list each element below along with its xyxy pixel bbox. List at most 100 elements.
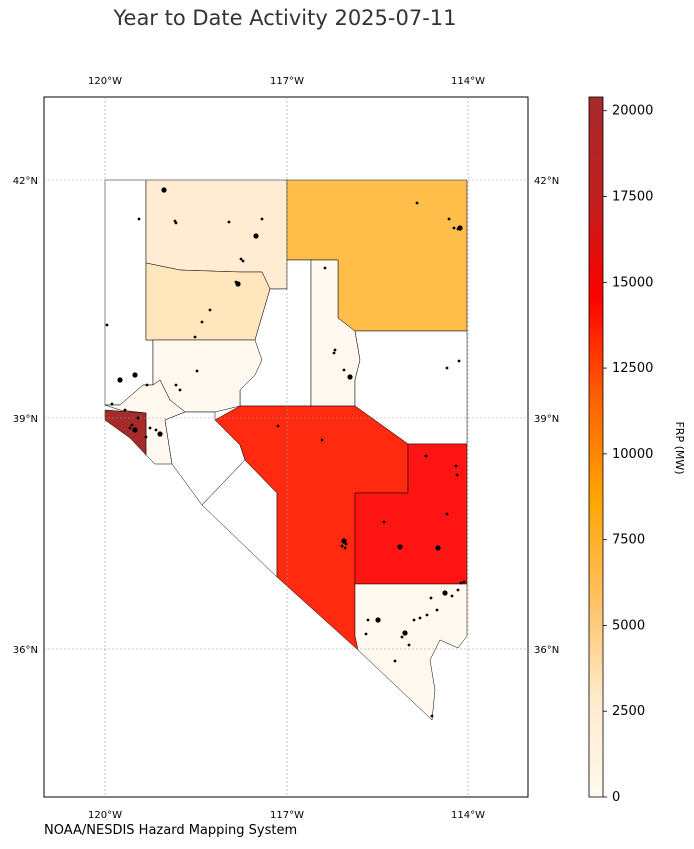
fire-point [343, 546, 347, 550]
counties [104, 179, 468, 721]
fire-point [344, 542, 348, 546]
lat-labels-left: 42°N 39°N 36°N [13, 176, 38, 656]
colorbar [588, 96, 604, 798]
fire-point [397, 544, 403, 550]
fire-point [402, 630, 408, 636]
fire-point [430, 714, 434, 718]
fire-point [208, 308, 212, 312]
lat-labels-right: 42°N 39°N 36°N [534, 176, 559, 656]
colorbar-tick-label: 7500 [612, 533, 645, 548]
fire-point [157, 431, 163, 437]
fire-point [260, 217, 264, 221]
lon-label-120-top: 120°W [88, 76, 122, 87]
fire-point [366, 618, 370, 622]
fire-point [227, 220, 231, 224]
fire-point [148, 426, 152, 430]
lat-label-39-left: 39°N [13, 414, 38, 425]
fire-point [332, 351, 336, 355]
fire-point [447, 217, 451, 221]
fire-point [382, 520, 386, 524]
colorbar-tick-label: 15000 [612, 275, 653, 290]
fire-point [200, 320, 204, 324]
fire-point [347, 374, 353, 380]
fire-point [333, 348, 337, 352]
fire-point [132, 372, 138, 378]
fire-point [454, 464, 458, 468]
fire-point [425, 613, 429, 617]
lat-label-36-right: 36°N [534, 645, 559, 656]
fire-point [117, 377, 123, 383]
fire-point [459, 581, 463, 585]
credit-text: NOAA/NESDIS Hazard Mapping System [44, 823, 298, 838]
fire-point [110, 402, 114, 406]
fire-point [132, 427, 138, 433]
fire-point [239, 257, 243, 261]
colorbar-tick-label: 2500 [612, 704, 645, 719]
fire-point [253, 233, 259, 239]
fire-point [342, 368, 346, 372]
lat-label-36-left: 36°N [13, 645, 38, 656]
fire-point [424, 454, 428, 458]
county-clark [354, 583, 468, 721]
fire-point [435, 608, 439, 612]
lat-label-39-right: 39°N [534, 414, 559, 425]
lon-label-117-top: 117°W [270, 76, 304, 87]
fire-points [105, 187, 466, 718]
lon-labels-bottom: 120°W 117°W 114°W [88, 810, 485, 821]
fire-point [462, 580, 466, 584]
fire-point [429, 596, 433, 600]
lon-labels-top: 120°W 117°W 114°W [88, 76, 485, 87]
fire-point [450, 594, 454, 598]
lat-label-42-left: 42°N [13, 176, 38, 187]
fire-point [341, 538, 347, 544]
colorbar-tick-label: 20000 [612, 104, 653, 119]
fire-point [407, 643, 411, 647]
lon-label-114-bottom: 114°W [451, 810, 485, 821]
colorbar-tick-label: 5000 [612, 618, 645, 633]
map-title: Year to Date Activity 2025-07-11 [113, 6, 457, 30]
fire-point [445, 512, 449, 516]
fire-point [412, 618, 416, 622]
fire-point [457, 359, 461, 363]
fire-point [145, 383, 149, 387]
fire-point [445, 366, 449, 370]
fire-point [452, 226, 456, 230]
fire-point [123, 408, 127, 412]
lon-label-120-bottom: 120°W [88, 810, 122, 821]
fire-point [235, 281, 241, 287]
lon-label-117-bottom: 117°W [270, 810, 304, 821]
fire-point [393, 659, 397, 663]
county-douglas [104, 409, 147, 456]
fire-point [128, 426, 132, 430]
colorbar-tick-label: 10000 [612, 447, 653, 462]
fire-point [400, 635, 404, 639]
lon-label-114-top: 114°W [451, 76, 485, 87]
fire-point [161, 187, 167, 193]
fire-point [137, 217, 141, 221]
fire-point [195, 369, 199, 373]
fire-point [457, 225, 463, 231]
fire-point [105, 323, 109, 327]
fire-point [323, 266, 327, 270]
map-frame [43, 96, 529, 798]
fire-point [276, 424, 280, 428]
fire-point [442, 590, 448, 596]
fire-point [320, 438, 324, 442]
colorbar-tick-label: 17500 [612, 190, 653, 205]
fire-point [241, 259, 245, 263]
county-pershing [145, 262, 271, 341]
colorbar-tick-label: 0 [612, 790, 620, 805]
fire-point [364, 632, 368, 636]
fire-point [340, 544, 344, 548]
fire-point [144, 435, 148, 439]
fire-point [456, 588, 460, 592]
fire-point [193, 335, 197, 339]
fire-point [375, 617, 381, 623]
fire-point [455, 473, 459, 477]
gridlines [44, 97, 528, 797]
colorbar-tick-label: 12500 [612, 361, 653, 376]
fire-point [435, 545, 441, 551]
fire-point [130, 423, 134, 427]
fire-point [136, 416, 140, 420]
